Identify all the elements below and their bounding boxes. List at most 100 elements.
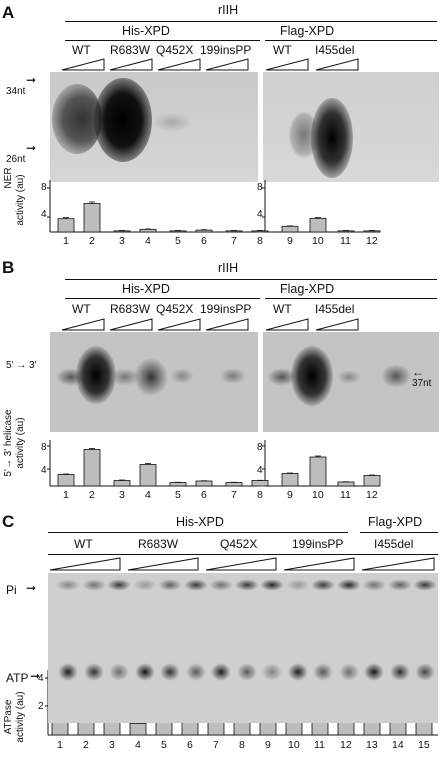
lane-number: 6 xyxy=(201,489,207,501)
pi-spot xyxy=(387,579,412,591)
panel-c-ytick-4: 4 xyxy=(38,673,44,684)
atp-spot xyxy=(338,663,359,681)
bar-lane-5 xyxy=(169,482,187,487)
panel-b-riih-label: rIIH xyxy=(218,261,239,275)
bar-lane-1 xyxy=(57,218,75,233)
pi-spot xyxy=(336,579,361,591)
bar-lane-9 xyxy=(281,473,299,487)
panel-b-ytick2-4: 4 xyxy=(257,465,263,476)
gel-band xyxy=(52,84,102,154)
panel-b-ylabel-2: activity (au) xyxy=(15,417,26,469)
panel-a-sample-wt: WT xyxy=(72,43,91,57)
panel-b-sample-r683w: R683W xyxy=(110,302,151,316)
marker-pi: Pi xyxy=(6,583,17,597)
bar-lane-6 xyxy=(195,229,213,233)
panel-a-ytick2-4: 4 xyxy=(257,209,263,220)
lane-number: 7 xyxy=(231,235,237,247)
panel-a-his-xpd: His-XPD xyxy=(122,24,170,38)
bar-lane-11 xyxy=(337,481,355,487)
pi-spot xyxy=(260,579,284,591)
atp-spot xyxy=(236,663,257,681)
wedge xyxy=(315,58,359,71)
atp-spot xyxy=(313,663,333,681)
lane-number: 8 xyxy=(257,235,263,247)
bar-lane-4 xyxy=(139,228,157,233)
bar-lane-3 xyxy=(113,480,131,487)
panel-b-riih-line xyxy=(65,279,437,280)
panel-a-sample-199inspp: 199insPP xyxy=(200,43,252,57)
wedge xyxy=(283,557,355,571)
lane-number: 10 xyxy=(312,235,324,247)
pi-spot xyxy=(209,579,233,591)
panel-a-sample-q452x: Q452X xyxy=(156,43,194,57)
atp-spot xyxy=(83,663,104,681)
panel-c-ytick-2: 2 xyxy=(38,701,44,712)
gel-band xyxy=(267,368,297,386)
panel-a-his-line xyxy=(65,40,260,41)
marker-37nt: 37nt xyxy=(412,378,432,389)
panel-a-gel-right xyxy=(263,72,439,182)
gel-band xyxy=(94,78,152,162)
panel-a-sample-wt2: WT xyxy=(273,43,292,57)
gel-band xyxy=(337,370,361,384)
gel-band xyxy=(311,98,353,178)
gel-band xyxy=(76,346,116,404)
pi-spot xyxy=(234,579,259,591)
lane-number: 5 xyxy=(161,739,167,751)
panel-a-sample-i455del: I455del xyxy=(315,43,355,57)
marker-34nt: 34nt xyxy=(6,86,26,97)
lane-number: 3 xyxy=(119,489,125,501)
atp-spot xyxy=(134,663,155,681)
panel-c-sample-wt: WT xyxy=(74,537,93,551)
pi-spot xyxy=(81,579,106,591)
atp-spot xyxy=(58,663,78,681)
panel-c-sample-i455del: I455del xyxy=(374,537,414,551)
lane-number: 2 xyxy=(89,235,95,247)
panel-b-his-xpd: His-XPD xyxy=(122,282,170,296)
atp-spot xyxy=(389,663,410,681)
bar-lane-9 xyxy=(281,225,299,233)
bar-lane-5 xyxy=(169,230,187,233)
panel-c-sample-199inspp: 199insPP xyxy=(292,537,344,551)
panel-b-ytick-8: 8 xyxy=(41,442,47,453)
atp-spot xyxy=(287,663,308,681)
wedge xyxy=(157,58,201,71)
panel-a-flag-line xyxy=(265,40,437,41)
lane-number: 12 xyxy=(340,739,352,751)
panel-a-ytick-8: 8 xyxy=(41,182,47,193)
pi-spot xyxy=(362,579,386,591)
bar-lane-1 xyxy=(57,474,75,487)
bar-lane-8 xyxy=(251,480,269,487)
pi-spot xyxy=(413,579,437,591)
lane-number: 10 xyxy=(312,489,324,501)
lane-number: 9 xyxy=(287,489,293,501)
panel-b-ytick2-8: 8 xyxy=(257,442,263,453)
panel-a-ytick2-8: 8 xyxy=(257,182,263,193)
lane-number: 10 xyxy=(288,739,300,751)
wedge xyxy=(61,58,105,71)
lane-number: 9 xyxy=(287,235,293,247)
gel-band xyxy=(291,346,333,406)
panel-a-letter: A xyxy=(2,3,15,22)
arrow-left-icon: ← xyxy=(412,365,424,379)
marker-26nt: 26nt xyxy=(6,154,26,165)
panel-b-ylabel-1: 5'→ 3' helicase xyxy=(3,409,14,477)
bar-lane-8 xyxy=(251,230,269,233)
panel-b-sample-wt2: WT xyxy=(273,302,292,316)
panel-c-sample-line xyxy=(48,554,438,555)
lane-number: 9 xyxy=(265,739,271,751)
arrow-right-icon: ➞ xyxy=(26,581,37,595)
pi-spot xyxy=(183,579,208,591)
gel-band xyxy=(110,368,140,386)
panel-b-concentration-wedges xyxy=(61,318,359,331)
bar-lane-3 xyxy=(113,230,131,233)
atp-spot xyxy=(364,663,384,681)
panel-a-ytick-4: 4 xyxy=(41,209,47,220)
marker-atp: ATP xyxy=(6,671,29,685)
pi-spot xyxy=(158,579,182,591)
panel-c-letter: C xyxy=(2,512,15,531)
wedge xyxy=(361,557,435,571)
panel-b-gel-right xyxy=(263,332,439,432)
bar-lane-11 xyxy=(337,230,355,233)
lane-number: 1 xyxy=(57,739,63,751)
